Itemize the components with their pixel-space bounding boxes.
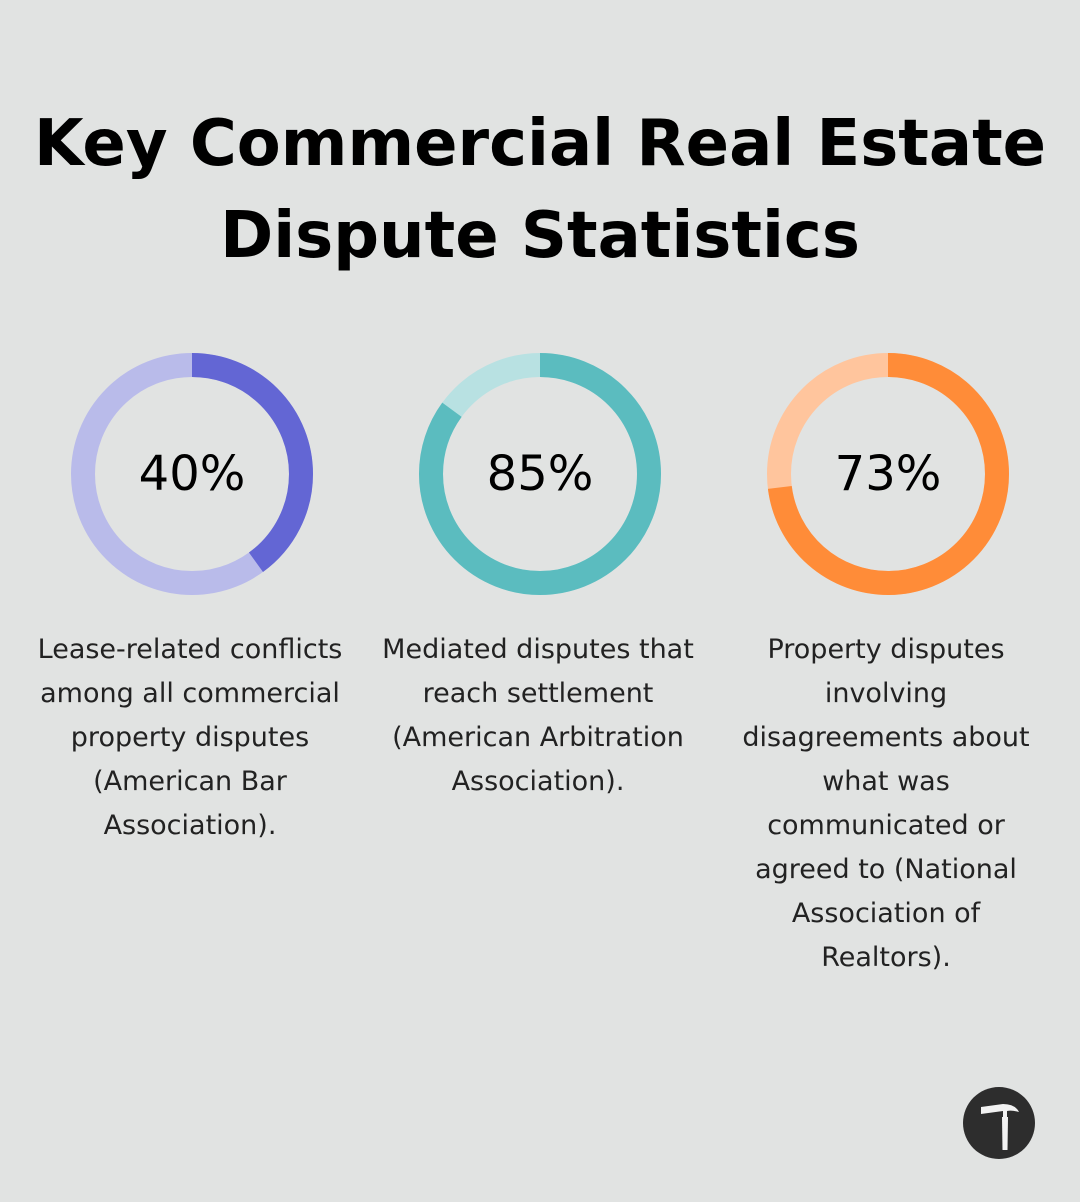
page-title: Key Commercial Real Estate Dispute Stati…: [33, 107, 1047, 273]
logo-background: [963, 1087, 1035, 1159]
donut-arc: [419, 353, 661, 595]
stat-description: Property disputes involving disagreement…: [742, 634, 1030, 973]
hammer-head: [981, 1104, 1019, 1118]
donut-svg: [767, 353, 1009, 595]
stat-value: 73%: [834, 446, 942, 502]
donut-chart: 73%: [766, 352, 1010, 596]
donut-svg: [71, 353, 313, 595]
hammer-logo-icon: [963, 1087, 1035, 1159]
hammer-handle: [1002, 1117, 1008, 1150]
donut-chart: 85%: [418, 352, 662, 596]
stat-value: 85%: [486, 446, 594, 502]
donut-svg: [419, 353, 661, 595]
stat-description: Mediated disputes that reach settlement …: [382, 634, 694, 797]
donut-chart: 40%: [70, 352, 314, 596]
donut-arc: [767, 353, 1009, 595]
stat-value: 40%: [138, 446, 246, 502]
stat-description: Lease-related conflicts among all commer…: [37, 634, 343, 841]
donut-arc: [71, 353, 313, 595]
